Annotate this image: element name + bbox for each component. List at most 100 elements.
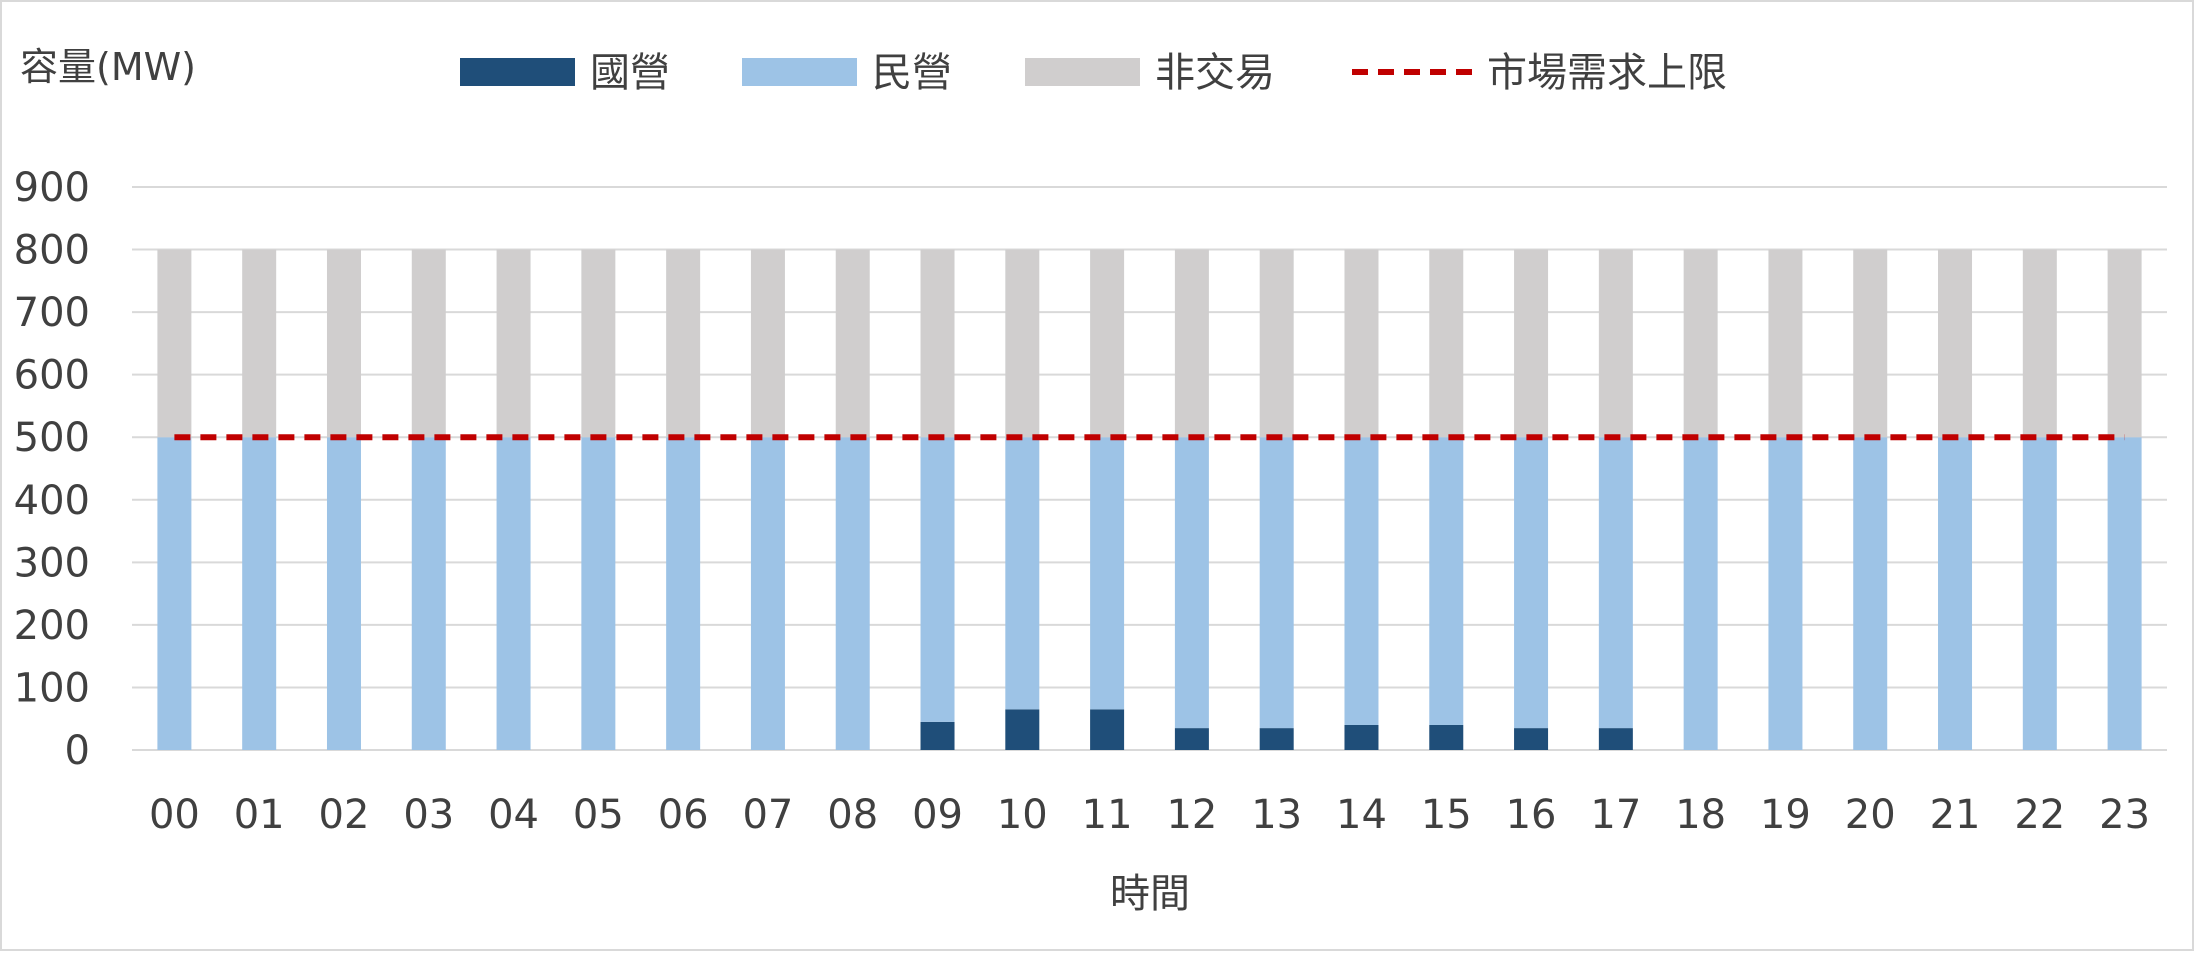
y-axis-ticks: 0 100 200 300 400 500 600 700 800 900 xyxy=(14,165,90,774)
bar-segment xyxy=(1429,437,1464,725)
x-tick-label: 01 xyxy=(234,792,285,838)
bar-segment xyxy=(1259,249,1294,438)
bar-segment xyxy=(1259,728,1294,750)
y-tick-label: 0 xyxy=(65,728,90,774)
bar-segment xyxy=(750,249,785,438)
bar-segment xyxy=(1598,728,1633,750)
bar-segment xyxy=(1938,249,1973,438)
bar-segment xyxy=(1174,249,1209,438)
legend-label: 市場需求上限 xyxy=(1487,50,1727,96)
bar-segment xyxy=(835,249,870,438)
bar-segment xyxy=(1768,437,1803,750)
bar-segment xyxy=(157,437,192,750)
bar-segment xyxy=(1683,249,1718,438)
bar-segment xyxy=(1429,249,1464,438)
bar-segment xyxy=(1598,249,1633,438)
bar-segment xyxy=(1853,249,1888,438)
bar-segment xyxy=(1005,249,1040,438)
bar-segment xyxy=(1259,437,1294,729)
bar-segment xyxy=(157,249,192,438)
y-tick-label: 600 xyxy=(14,353,90,399)
bar-segment xyxy=(666,249,701,438)
bar-segment xyxy=(411,249,446,438)
x-tick-label: 02 xyxy=(319,792,370,838)
x-axis-title: 時間 xyxy=(1110,871,1190,917)
bar-segment xyxy=(920,437,955,722)
x-tick-label: 03 xyxy=(403,792,454,838)
x-tick-label: 15 xyxy=(1421,792,1472,838)
legend-swatch xyxy=(742,58,857,86)
x-tick-label: 17 xyxy=(1590,792,1641,838)
bar-segment xyxy=(1344,724,1379,750)
x-tick-label: 00 xyxy=(149,792,200,838)
bar-segment xyxy=(1344,249,1379,438)
y-axis-title: 容量(MW) xyxy=(20,45,196,89)
bar-segment xyxy=(1090,437,1125,710)
x-tick-label: 09 xyxy=(912,792,963,838)
legend-label: 國營 xyxy=(590,50,670,96)
bar-segment xyxy=(1005,709,1040,750)
bar-segment xyxy=(2022,437,2057,750)
legend: 國營 民營 非交易 市場需求上限 xyxy=(460,50,1727,96)
bar-segment xyxy=(1853,437,1888,750)
x-tick-label: 06 xyxy=(658,792,709,838)
y-tick-label: 400 xyxy=(14,478,90,524)
y-tick-label: 300 xyxy=(14,540,90,586)
y-tick-label: 800 xyxy=(14,228,90,274)
bar-segment xyxy=(750,437,785,750)
bar-segment xyxy=(411,437,446,750)
y-tick-label: 200 xyxy=(14,603,90,649)
x-tick-label: 18 xyxy=(1675,792,1726,838)
bar-segment xyxy=(242,437,277,750)
bar-segment xyxy=(2107,437,2142,750)
x-tick-label: 11 xyxy=(1082,792,1133,838)
bar-segment xyxy=(1005,437,1040,710)
bar-segment xyxy=(326,437,361,750)
x-tick-label: 04 xyxy=(488,792,539,838)
bar-segment xyxy=(496,249,531,438)
x-tick-label: 13 xyxy=(1251,792,1302,838)
bar-segment xyxy=(581,437,616,750)
bar-segment xyxy=(1768,249,1803,438)
legend-swatch xyxy=(1025,58,1140,86)
bar-segment xyxy=(1174,728,1209,750)
x-tick-label: 05 xyxy=(573,792,624,838)
x-tick-label: 19 xyxy=(1760,792,1811,838)
y-tick-label: 500 xyxy=(14,415,90,461)
x-axis-ticks: 00 01 02 03 04 05 06 07 08 09 10 11 12 13 14 15 16 17 18 19… xyxy=(149,792,2150,838)
bar-segment xyxy=(1514,437,1549,729)
bar-segment xyxy=(2107,249,2142,438)
legend-swatch xyxy=(460,58,575,86)
y-tick-label: 700 xyxy=(14,290,90,336)
y-tick-label: 900 xyxy=(14,165,90,211)
x-tick-label: 12 xyxy=(1166,792,1217,838)
bar-segment xyxy=(920,249,955,438)
x-tick-label: 08 xyxy=(827,792,878,838)
bars xyxy=(157,249,2142,750)
bar-segment xyxy=(1514,249,1549,438)
bar-segment xyxy=(666,437,701,750)
bar-segment xyxy=(835,437,870,750)
y-tick-label: 100 xyxy=(14,665,90,711)
bar-segment xyxy=(920,721,955,750)
bar-segment xyxy=(2022,249,2057,438)
bar-segment xyxy=(1090,249,1125,438)
x-tick-label: 10 xyxy=(997,792,1048,838)
x-tick-label: 21 xyxy=(1930,792,1981,838)
bar-segment xyxy=(242,249,277,438)
bar-segment xyxy=(1598,437,1633,729)
bar-segment xyxy=(326,249,361,438)
bar-segment xyxy=(1090,709,1125,750)
legend-label: 非交易 xyxy=(1155,50,1275,96)
bar-segment xyxy=(1938,437,1973,750)
bar-segment xyxy=(1429,724,1464,750)
bar-segment xyxy=(1514,728,1549,750)
x-tick-label: 16 xyxy=(1506,792,1557,838)
x-tick-label: 07 xyxy=(742,792,793,838)
x-tick-label: 22 xyxy=(2014,792,2065,838)
x-tick-label: 23 xyxy=(2099,792,2150,838)
bar-segment xyxy=(1683,437,1718,750)
legend-label: 民營 xyxy=(872,50,952,96)
